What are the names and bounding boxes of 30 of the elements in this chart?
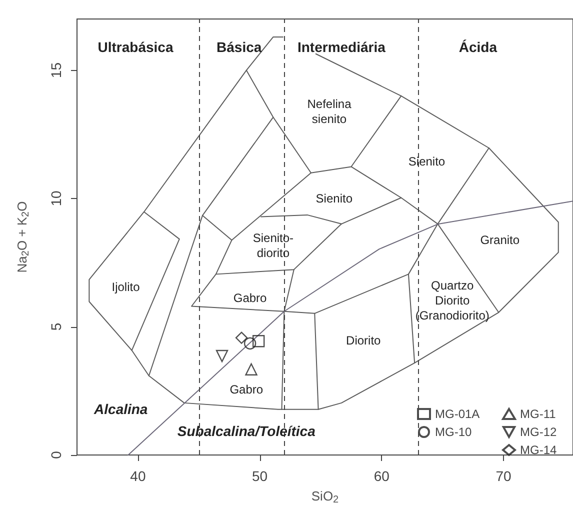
legend-label: MG-12 [520, 425, 557, 439]
x-tick-label: 70 [496, 468, 512, 484]
y-tick-label: 15 [48, 62, 64, 78]
y-tick-label: 10 [48, 190, 64, 206]
annotation: Granito [480, 233, 520, 248]
x-tick-label: 50 [252, 468, 268, 484]
legend-label: MG-10 [435, 425, 472, 439]
annotation: Sienito [408, 154, 446, 168]
annotation: Ijolito [112, 280, 140, 294]
annotation: Ácida [458, 39, 498, 56]
annotation: Ultrabásica [98, 39, 174, 56]
y-axis-title: Na2O + K2O [14, 201, 32, 273]
y-tick-label: 0 [48, 450, 64, 459]
annotation: Básica [216, 39, 262, 56]
annotation: Diorito [346, 333, 382, 348]
y-tick-label: 5 [48, 322, 64, 331]
annotation: Quartzo Diorito (Granodiorito) [415, 278, 490, 322]
x-tick-label: 60 [374, 468, 390, 484]
legend-label: MG-01A [435, 407, 480, 421]
legend-label: MG-11 [520, 407, 556, 421]
annotation: Sienito [316, 192, 353, 206]
annotation: Subalcalina/Toleítica [177, 422, 316, 439]
annotation: Gabro [233, 290, 268, 305]
annotation: Sienito- diorito [252, 230, 294, 260]
x-tick-label: 40 [130, 468, 146, 484]
annotation: Nefelina sienito [307, 96, 352, 126]
annotation: Alcalina [93, 401, 148, 418]
legend-label: MG-14 [520, 443, 557, 457]
annotation: Intermediária [297, 39, 386, 56]
annotation: Gabro [230, 382, 264, 396]
